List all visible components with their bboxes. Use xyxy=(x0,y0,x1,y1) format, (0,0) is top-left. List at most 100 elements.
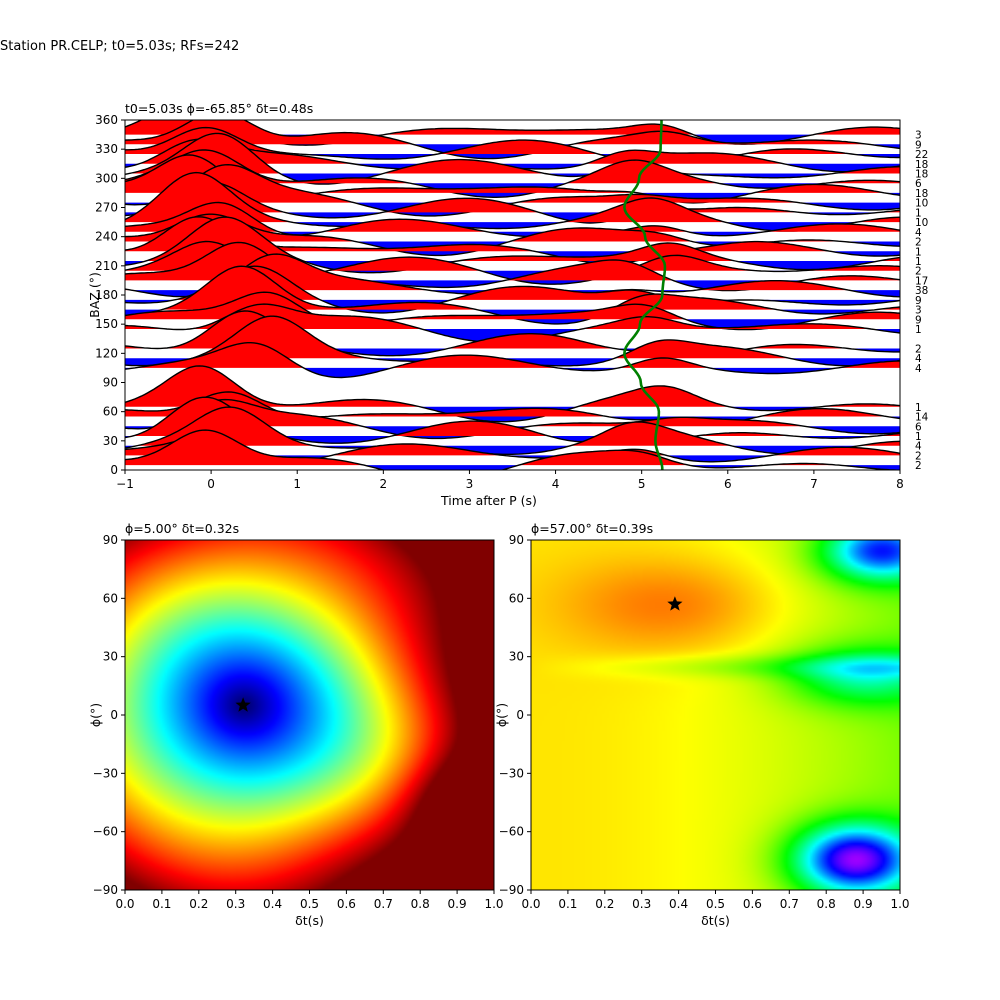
x-tick-label: 7 xyxy=(810,477,818,491)
bin-count-label: 2 xyxy=(915,237,922,249)
trace-line xyxy=(125,126,900,162)
trace-negative-fill xyxy=(125,212,900,223)
x-tick-label: 0.8 xyxy=(817,897,836,911)
x-tick-label: 0.2 xyxy=(189,897,208,911)
x-tick-label: 0.6 xyxy=(743,897,762,911)
bin-count-label: 1 xyxy=(915,207,922,219)
x-tick-label: 0.9 xyxy=(854,897,873,911)
trace-positive-fill xyxy=(125,342,900,368)
heatmap-right-star-marker xyxy=(667,596,683,611)
wiggle-panel: t0=5.03s ϕ=-65.85° δt=0.48s −1 0 1 2 3 4 5 6 7 8 … xyxy=(87,101,929,508)
bin-count-label: 1 xyxy=(915,431,922,443)
x-tick-label: 0.5 xyxy=(706,897,725,911)
y-tick-label: 0 xyxy=(110,463,118,477)
wiggle-panel-title: t0=5.03s ϕ=-65.85° δt=0.48s xyxy=(125,101,313,116)
trace-negative-fill xyxy=(125,435,900,444)
trace-negative-fill xyxy=(125,445,900,455)
y-tick-label: −90 xyxy=(93,883,118,897)
x-tick-label: 0.5 xyxy=(300,897,319,911)
y-tick-label: 90 xyxy=(103,533,118,547)
x-tick-label: 1.0 xyxy=(890,897,909,911)
trace-line xyxy=(125,342,900,379)
x-tick-label: 1.0 xyxy=(484,897,503,911)
bin-count-label: 2 xyxy=(915,450,922,462)
bin-count-label: 10 xyxy=(915,198,928,210)
trace-line xyxy=(125,310,900,357)
y-tick-label: 30 xyxy=(103,434,118,448)
x-tick-label: 4 xyxy=(552,477,560,491)
bin-count-label: 18 xyxy=(915,168,928,180)
y-tick-label: 60 xyxy=(509,591,524,605)
heatmap-right-y-ticks: −90 −60 −30 0 30 60 90 xyxy=(499,533,531,897)
heatmap-left-star-marker xyxy=(235,697,251,712)
green-curve xyxy=(623,120,667,470)
trace-positive-fill xyxy=(125,139,900,164)
y-tick-label: 270 xyxy=(95,201,118,215)
trace-line xyxy=(125,216,900,274)
x-tick-label: 0.3 xyxy=(632,897,651,911)
heatmap-right-x-label: δt(s) xyxy=(701,913,730,928)
bin-count-label: 2 xyxy=(915,343,922,355)
trace-negative-fill xyxy=(125,465,900,470)
trace-line xyxy=(125,365,900,423)
y-tick-label: 180 xyxy=(95,288,118,302)
y-tick-label: −30 xyxy=(93,766,118,780)
y-tick-label: 120 xyxy=(95,346,118,360)
x-tick-label: 0.7 xyxy=(374,897,393,911)
trace-negative-fill xyxy=(125,319,900,330)
y-tick-label: 60 xyxy=(103,591,118,605)
trace-line xyxy=(125,201,900,238)
bin-count-label: 4 xyxy=(915,227,922,239)
y-tick-label: −30 xyxy=(499,766,524,780)
y-tick-label: 60 xyxy=(103,405,118,419)
trace-negative-fill xyxy=(125,260,900,273)
trace-negative-fill xyxy=(125,222,900,232)
x-tick-label: 3 xyxy=(466,477,474,491)
trace-positive-fill xyxy=(125,430,900,466)
x-tick-label: 0.9 xyxy=(448,897,467,911)
y-tick-label: 360 xyxy=(95,113,118,127)
x-tick-label: 0 xyxy=(207,477,215,491)
trace-positive-fill xyxy=(125,399,900,427)
bin-count-label: 1 xyxy=(915,246,922,258)
bin-count-label: 10 xyxy=(915,217,928,229)
bin-count-label: 6 xyxy=(915,178,922,190)
bin-count-label: 6 xyxy=(915,421,922,433)
trace-line xyxy=(125,132,900,185)
x-tick-label: −1 xyxy=(116,477,134,491)
bin-count-label: 3 xyxy=(915,305,922,317)
bin-count-label: 1 xyxy=(915,402,922,414)
y-tick-label: 90 xyxy=(103,376,118,390)
bin-count-label: 38 xyxy=(915,285,928,297)
y-tick-label: 90 xyxy=(509,533,524,547)
bin-count-label: 3 xyxy=(915,130,922,142)
y-tick-label: 300 xyxy=(95,171,118,185)
x-tick-label: 5 xyxy=(638,477,646,491)
heatmap-left-title: ϕ=5.00° δt=0.32s xyxy=(125,521,239,536)
x-tick-label: 0.2 xyxy=(595,897,614,911)
bin-count-label: 9 xyxy=(915,295,922,307)
trace-line xyxy=(125,120,900,160)
y-tick-label: 330 xyxy=(95,142,118,156)
wiggle-y-label: BAZ (°) xyxy=(87,272,102,318)
trace-line xyxy=(125,163,900,217)
bin-count-label: 4 xyxy=(915,353,922,365)
heatmap-right-title: ϕ=57.00° δt=0.39s xyxy=(531,521,653,536)
x-tick-label: 0.8 xyxy=(411,897,430,911)
bin-count-label: 2 xyxy=(915,266,922,278)
bin-count-label: 14 xyxy=(915,412,929,424)
wiggle-y-ticks: 0 30 60 90 120 150 180 210 240 270 300 330 360 xyxy=(95,113,125,477)
trace-positive-fill xyxy=(125,254,900,291)
x-tick-label: 0.4 xyxy=(669,897,688,911)
bin-count-label: 22 xyxy=(915,149,928,161)
optimum-star-icon xyxy=(667,596,683,611)
wiggle-x-ticks: −1 0 1 2 3 4 5 6 7 8 xyxy=(116,470,904,491)
wiggle-x-label: Time after P (s) xyxy=(440,493,537,508)
y-tick-label: 210 xyxy=(95,259,118,273)
bin-count-label: 4 xyxy=(915,363,922,375)
bin-count-label: 18 xyxy=(915,159,928,171)
trace-negative-fill xyxy=(125,202,900,216)
x-tick-label: 8 xyxy=(896,477,904,491)
trace-negative-fill xyxy=(125,367,900,378)
